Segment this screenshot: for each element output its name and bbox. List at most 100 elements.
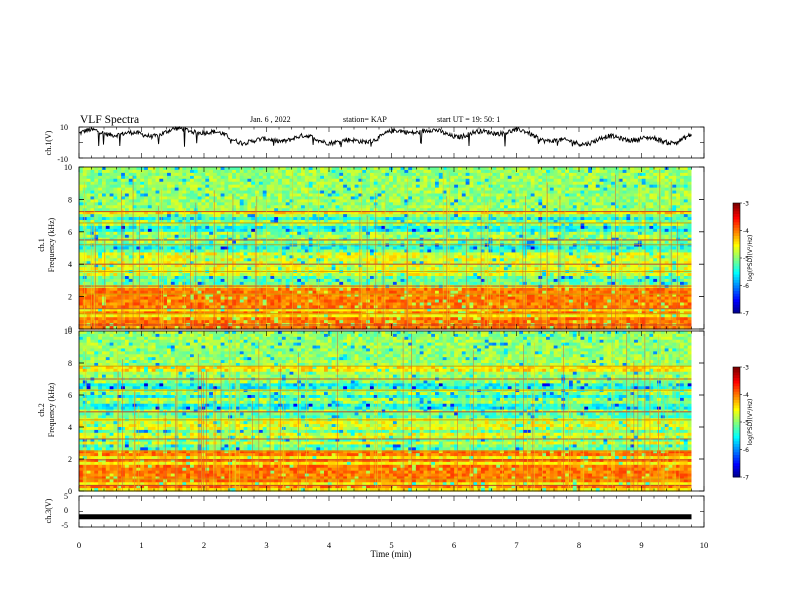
- ch1-spec-cell: [86, 255, 92, 259]
- ch1-spec-cell: [170, 199, 176, 203]
- ch1-spec-cell: [239, 181, 245, 186]
- ch1-spec-cell: [124, 175, 130, 180]
- ch1-spec-cell: [178, 211, 183, 215]
- ch1-spec-cell: [235, 264, 241, 268]
- ch1-spec-cell: [128, 255, 134, 259]
- ch1-spec-cell: [155, 225, 160, 230]
- ch1-spec-cell: [113, 290, 118, 295]
- ch1-spec-cell: [147, 258, 153, 262]
- ch1-spec-cell: [117, 296, 122, 301]
- ch1-spec-cell: [243, 193, 249, 198]
- ch1-spec-cell: [255, 178, 260, 183]
- ch1-spec-cell: [247, 228, 252, 233]
- ch1-spec-cell: [151, 264, 157, 268]
- ch1-spec-cell: [178, 228, 183, 233]
- ch1-spec-cell: [105, 243, 111, 248]
- ch1-spec-cell: [251, 261, 256, 265]
- ch1-spec-cell: [155, 205, 160, 209]
- ch1-spec-cell: [205, 320, 210, 324]
- ch1-spec-cell: [247, 252, 252, 256]
- ch1-spec-cell: [209, 258, 214, 262]
- ch1-spec-cell: [101, 234, 107, 239]
- ch1-spec-cell: [140, 252, 145, 256]
- ch1-spec-cell: [205, 231, 210, 236]
- ch1-spec-cell: [228, 184, 233, 189]
- ch1-spec-cell: [132, 296, 138, 301]
- ch1-spec-cell: [109, 296, 115, 301]
- ch1-spec-cell: [224, 273, 229, 277]
- ch1-spec-cell: [235, 217, 241, 221]
- ch1-spec-cell: [235, 199, 241, 203]
- ch1-spec-cell: [136, 264, 141, 268]
- ch1-spec-cell: [201, 302, 206, 307]
- ch1-spec-cell: [101, 264, 107, 268]
- ch1-spec-cell: [220, 246, 226, 251]
- ch1-spec-cell: [136, 317, 141, 321]
- ch1-spec-cell: [216, 217, 222, 221]
- ch1-spec-cell: [94, 243, 99, 248]
- ch1-spec-cell: [167, 181, 172, 186]
- ch1-spec-cell: [201, 252, 206, 256]
- ch1-spec-cell: [209, 222, 214, 227]
- ch1-spec-cell: [90, 205, 95, 209]
- ch1-spec-cell: [144, 214, 149, 218]
- ch1-spec-cell: [132, 290, 138, 295]
- ch1-spec-cell: [205, 249, 210, 254]
- ch1-spec-cell: [220, 172, 226, 177]
- ch1-spec-cell: [86, 308, 92, 312]
- ch1-spec-cell: [197, 275, 203, 280]
- ch1-spec-cell: [201, 273, 206, 277]
- ch1-spec-cell: [251, 178, 256, 183]
- ch1-spec-cell: [132, 264, 138, 268]
- ch1-spec-cell: [124, 184, 130, 189]
- ch1-spec-cell: [155, 187, 160, 192]
- ch1-spec-cell: [140, 178, 145, 183]
- ch1-spec-cell: [163, 169, 168, 174]
- ch1-spec-cell: [247, 317, 252, 321]
- ch1-spec-cell: [224, 258, 229, 262]
- ch1-spec-cell: [82, 264, 88, 268]
- ch1-spec-cell: [144, 243, 149, 248]
- ch1-spec-cell: [163, 326, 168, 330]
- ch1-spec-cell: [212, 217, 218, 221]
- ch1-spec-cell: [228, 317, 233, 321]
- ch1-spec-cell: [94, 187, 99, 192]
- ch1-spec-cell: [201, 264, 206, 268]
- ch1-spec-cell: [224, 240, 229, 245]
- ch1-spec-cell: [228, 175, 233, 180]
- ch1-spec-cell: [255, 240, 260, 245]
- ch1-spec-cell: [117, 202, 122, 206]
- ch1-spec-cell: [132, 169, 138, 174]
- ch1-spec-cell: [109, 326, 115, 330]
- ch1-spec-cell: [124, 267, 130, 271]
- ch1-spec-cell: [101, 267, 107, 271]
- ch1-spec-cell: [90, 181, 95, 186]
- ch1-spec-cell: [167, 172, 172, 177]
- ch1-spec-cell: [228, 178, 233, 183]
- ch1-spec-cell: [178, 178, 183, 183]
- ch1-spec-cell: [216, 249, 222, 254]
- ch1-spec-cell: [121, 267, 126, 271]
- ch1-spec-cell: [94, 234, 99, 239]
- ch1-spec-cell: [232, 305, 237, 309]
- ch1-spec-cell: [94, 314, 99, 318]
- ch1-spec-cell: [151, 293, 157, 298]
- ch1-spec-cell: [90, 290, 95, 295]
- ch1-spec-cell: [197, 231, 203, 236]
- ch1-spec-cell: [232, 214, 237, 218]
- ch1-spec-cell: [82, 249, 88, 254]
- ch1-spec-cell: [155, 278, 160, 283]
- ch1-spec-cell: [178, 234, 183, 239]
- ch1-spec-cell: [243, 320, 249, 324]
- ch1-spec-cell: [101, 255, 107, 259]
- ch1-spec-cell: [228, 255, 233, 259]
- ch1-spec-cell: [151, 193, 157, 198]
- ch1-spec-cell: [190, 217, 195, 221]
- ch1-spec-cell: [128, 305, 134, 309]
- ch1-spec-cell: [90, 326, 95, 330]
- ch1-spec-cell: [132, 243, 138, 248]
- ch1-spec-cell: [193, 187, 199, 192]
- ch1-spec-cell: [243, 199, 249, 203]
- ch1-spec-cell: [167, 214, 172, 218]
- ch1-spec-cell: [117, 225, 122, 230]
